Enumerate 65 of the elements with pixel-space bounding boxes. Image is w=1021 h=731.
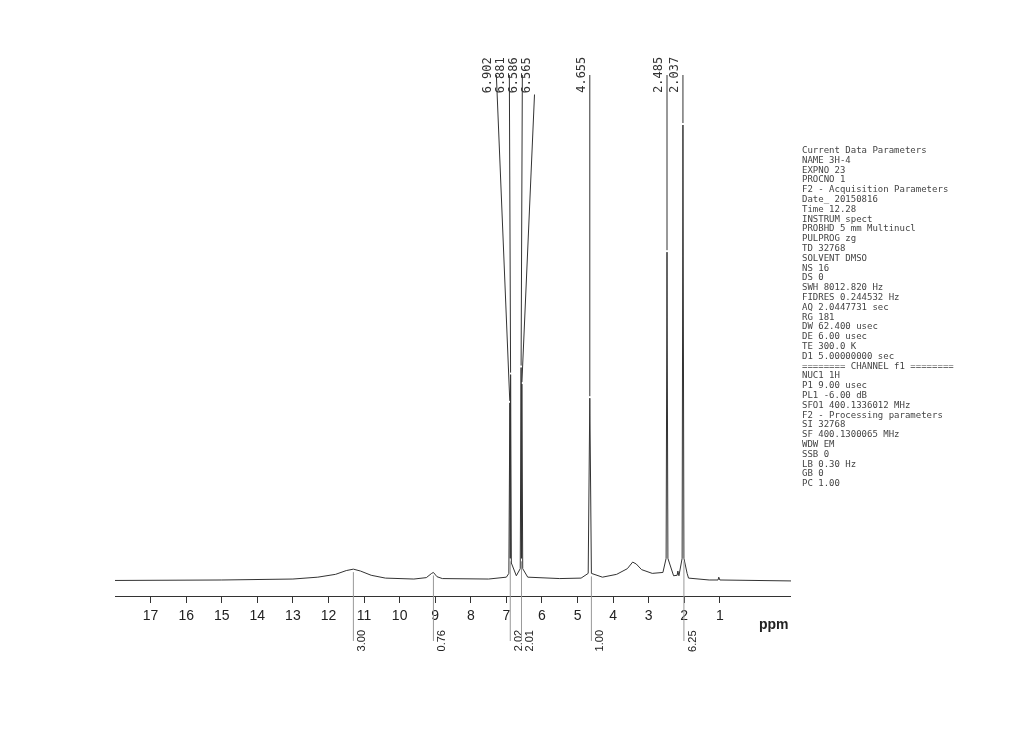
text: DE 6.00 usec <box>802 331 868 341</box>
annotation: 3.00 <box>355 629 368 652</box>
x-tick-label: 2 <box>680 606 689 623</box>
text: PROBHD 5 mm Multinucl <box>802 223 916 233</box>
annotation: 6.25 <box>685 630 698 652</box>
text: D1 5.00000000 sec <box>802 351 895 361</box>
text: RG 181 <box>802 312 835 322</box>
text: TE 300.0 K <box>802 341 857 351</box>
text: SOLVENT DMSO <box>802 253 868 263</box>
text: NUC1 1H <box>802 370 840 380</box>
text: DW 62.400 usec <box>802 321 878 331</box>
annotation: 2.01 <box>523 630 536 652</box>
text: PROCNO 1 <box>802 174 846 184</box>
annotation: 2.037 <box>666 56 681 93</box>
x-tick-label: 16 <box>178 606 195 623</box>
x-tick-label: 14 <box>249 606 266 623</box>
text: TD 32768 <box>802 243 846 253</box>
x-tick-label: 7 <box>502 606 511 623</box>
text: FIDRES 0.244532 Hz <box>802 292 900 302</box>
x-tick-label: 8 <box>466 606 475 623</box>
text: P1 9.00 usec <box>802 380 868 390</box>
x-tick-label: 11 <box>356 606 372 623</box>
text: NS 16 <box>802 263 830 273</box>
x-tick-label: 4 <box>609 606 618 623</box>
x-tick-label: 12 <box>320 606 337 623</box>
text: SI 32768 <box>802 419 846 429</box>
text: F2 - Acquisition Parameters <box>802 184 949 194</box>
text: PL1 -6.00 dB <box>802 390 868 400</box>
text: WDW EM <box>802 439 836 449</box>
text: Current Data Parameters <box>802 145 927 155</box>
annotation: 6.881 <box>493 57 508 94</box>
annotation: 6.586 <box>506 57 521 94</box>
text: F2 - Processing parameters <box>802 410 943 420</box>
annotation: 2.485 <box>651 56 666 94</box>
x-axis-title: ppm <box>759 616 789 632</box>
x-tick-label: 10 <box>391 606 408 623</box>
x-tick-label: 6 <box>538 606 547 623</box>
text: LB 0.30 Hz <box>802 459 857 469</box>
text: EXPNO 23 <box>802 165 846 175</box>
x-tick-label: 9 <box>431 606 440 623</box>
text: INSTRUM spect <box>802 214 873 224</box>
annotation: 4.655 <box>573 56 588 93</box>
annotation: 1.00 <box>593 629 606 652</box>
text: Time 12.28 <box>802 204 857 214</box>
annotation: 0.76 <box>435 630 448 652</box>
x-tick-label: 1 <box>715 606 724 623</box>
x-tick-label: 3 <box>644 606 653 623</box>
text: DS 0 <box>802 272 824 282</box>
text: SWH 8012.820 Hz <box>802 282 884 292</box>
text: ======== CHANNEL f1 ======== <box>802 361 955 371</box>
x-tick-label: 5 <box>573 606 582 623</box>
x-tick-label: 17 <box>142 606 159 623</box>
text: SSB 0 <box>802 449 830 459</box>
text: SFO1 400.1336012 MHz <box>802 400 911 410</box>
text: Date_ 20150816 <box>802 194 878 204</box>
annotation: 6.902 <box>480 57 495 94</box>
x-tick-label: 13 <box>285 606 301 623</box>
text: NAME 3H-4 <box>802 155 851 165</box>
text: PC 1.00 <box>802 478 840 488</box>
annotation: 6.565 <box>519 57 534 94</box>
x-tick-label: 15 <box>213 606 230 623</box>
text: SF 400.1300065 MHz <box>802 429 900 439</box>
text: AQ 2.0447731 sec <box>802 302 889 312</box>
text: GB 0 <box>802 468 824 478</box>
text: PULPROG zg <box>802 233 857 243</box>
